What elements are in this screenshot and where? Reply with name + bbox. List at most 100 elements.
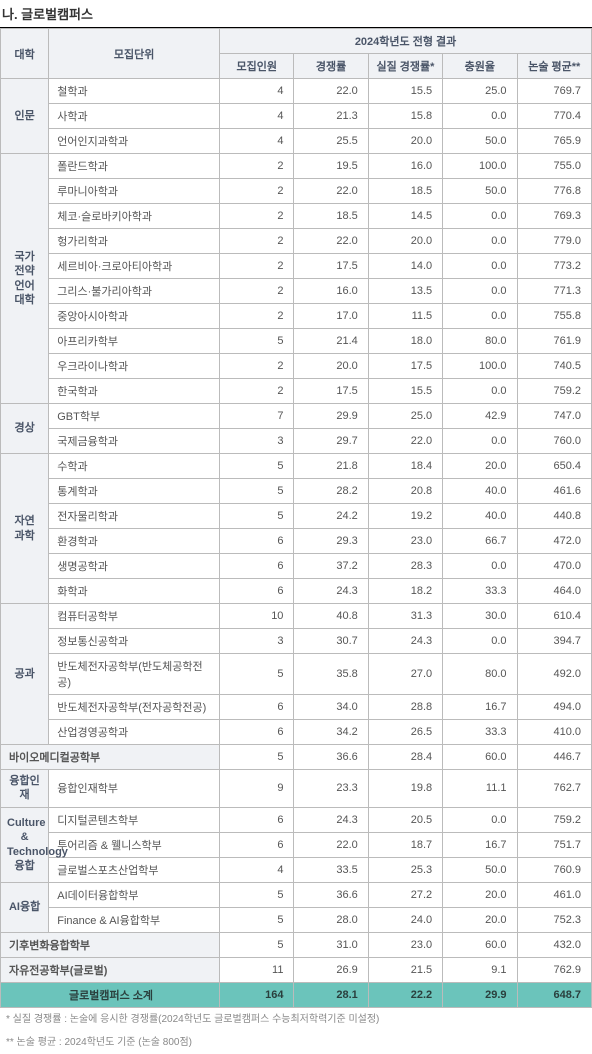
value-cell: 6 — [220, 720, 294, 745]
value-cell: 761.9 — [517, 329, 591, 354]
value-cell: 20.0 — [443, 454, 517, 479]
dept-cell: 화학과 — [49, 579, 220, 604]
value-cell: 461.6 — [517, 479, 591, 504]
value-cell: 11 — [220, 957, 294, 982]
header-col: 충원율 — [443, 54, 517, 79]
value-cell: 29.3 — [294, 529, 368, 554]
dept-cell: 언어인지과학과 — [49, 129, 220, 154]
table-row: 체코·슬로바키아학과218.514.50.0769.3 — [1, 204, 592, 229]
value-cell: 464.0 — [517, 579, 591, 604]
value-cell: 6 — [220, 832, 294, 857]
section-title: 나. 글로벌캠퍼스 — [0, 0, 592, 28]
college-label: Culture & Technology 융합 — [1, 807, 49, 882]
college-label: 경상 — [1, 404, 49, 454]
dept-cell: 전자물리학과 — [49, 504, 220, 529]
value-cell: 769.3 — [517, 204, 591, 229]
table-row: 전자물리학과524.219.240.0440.8 — [1, 504, 592, 529]
dept-cell: 아프리카학부 — [49, 329, 220, 354]
value-cell: 3 — [220, 629, 294, 654]
table-row: 세르비아·크로아티아학과217.514.00.0773.2 — [1, 254, 592, 279]
value-cell: 26.9 — [294, 957, 368, 982]
value-cell: 25.0 — [368, 404, 442, 429]
value-cell: 34.0 — [294, 695, 368, 720]
dept-cell: 한국학과 — [49, 379, 220, 404]
value-cell: 6 — [220, 695, 294, 720]
table-row: 그리스·불가리아학과216.013.50.0771.3 — [1, 279, 592, 304]
value-cell: 25.3 — [368, 857, 442, 882]
value-cell: 2 — [220, 254, 294, 279]
value-cell: 2 — [220, 229, 294, 254]
value-cell: 17.5 — [368, 354, 442, 379]
value-cell: 0.0 — [443, 279, 517, 304]
subtotal-value: 164 — [220, 982, 294, 1007]
table-row: 자유전공학부(글로벌)1126.921.59.1762.9 — [1, 957, 592, 982]
table-row: 인문철학과422.015.525.0769.7 — [1, 79, 592, 104]
value-cell: 22.0 — [294, 229, 368, 254]
dept-cell: 철학과 — [49, 79, 220, 104]
value-cell: 9 — [220, 770, 294, 808]
value-cell: 6 — [220, 807, 294, 832]
value-cell: 2 — [220, 379, 294, 404]
table-row: 정보통신공학과330.724.30.0394.7 — [1, 629, 592, 654]
value-cell: 760.9 — [517, 857, 591, 882]
header-dept: 모집단위 — [49, 29, 220, 79]
value-cell: 14.0 — [368, 254, 442, 279]
value-cell: 23.0 — [368, 529, 442, 554]
table-row: 기후변화융합학부531.023.060.0432.0 — [1, 932, 592, 957]
table-row: 자연 과학수학과521.818.420.0650.4 — [1, 454, 592, 479]
value-cell: 0.0 — [443, 379, 517, 404]
value-cell: 22.0 — [294, 832, 368, 857]
value-cell: 30.0 — [443, 604, 517, 629]
value-cell: 42.9 — [443, 404, 517, 429]
value-cell: 21.8 — [294, 454, 368, 479]
dept-cell: 루마니아학과 — [49, 179, 220, 204]
value-cell: 610.4 — [517, 604, 591, 629]
dept-cell: 반도체전자공학부(반도체공학전공) — [49, 654, 220, 695]
value-cell: 472.0 — [517, 529, 591, 554]
value-cell: 18.5 — [294, 204, 368, 229]
value-cell: 752.3 — [517, 907, 591, 932]
value-cell: 33.3 — [443, 720, 517, 745]
table-header: 대학 모집단위 2024학년도 전형 결과 모집인원 경쟁률 실질 경쟁률* 충… — [1, 29, 592, 79]
value-cell: 6 — [220, 579, 294, 604]
value-cell: 20.0 — [368, 129, 442, 154]
value-cell: 747.0 — [517, 404, 591, 429]
value-cell: 50.0 — [443, 129, 517, 154]
value-cell: 23.0 — [368, 932, 442, 957]
value-cell: 4 — [220, 79, 294, 104]
table-row: 산업경영공학과634.226.533.3410.0 — [1, 720, 592, 745]
dept-cell: AI데이터융합학부 — [49, 882, 220, 907]
dept-cell: 정보통신공학과 — [49, 629, 220, 654]
value-cell: 18.5 — [368, 179, 442, 204]
value-cell: 440.8 — [517, 504, 591, 529]
value-cell: 2 — [220, 204, 294, 229]
subtotal-value: 28.1 — [294, 982, 368, 1007]
value-cell: 6 — [220, 554, 294, 579]
value-cell: 446.7 — [517, 745, 591, 770]
value-cell: 5 — [220, 882, 294, 907]
value-cell: 4 — [220, 129, 294, 154]
value-cell: 5 — [220, 504, 294, 529]
value-cell: 34.2 — [294, 720, 368, 745]
value-cell: 20.0 — [443, 882, 517, 907]
header-college: 대학 — [1, 29, 49, 79]
table-row: 통계학과528.220.840.0461.6 — [1, 479, 592, 504]
value-cell: 20.5 — [368, 807, 442, 832]
dept-cell: 디지털콘텐츠학부 — [49, 807, 220, 832]
value-cell: 0.0 — [443, 104, 517, 129]
value-cell: 29.9 — [294, 404, 368, 429]
value-cell: 31.3 — [368, 604, 442, 629]
value-cell: 762.7 — [517, 770, 591, 808]
value-cell: 0.0 — [443, 254, 517, 279]
value-cell: 31.0 — [294, 932, 368, 957]
value-cell: 15.5 — [368, 79, 442, 104]
value-cell: 28.2 — [294, 479, 368, 504]
dept-cell: Finance & AI융합학부 — [49, 907, 220, 932]
value-cell: 13.5 — [368, 279, 442, 304]
dept-cell: 사학과 — [49, 104, 220, 129]
table-row: 중앙아시아학과217.011.50.0755.8 — [1, 304, 592, 329]
value-cell: 0.0 — [443, 304, 517, 329]
dept-cell: 우크라이나학과 — [49, 354, 220, 379]
value-cell: 28.8 — [368, 695, 442, 720]
value-cell: 36.6 — [294, 882, 368, 907]
